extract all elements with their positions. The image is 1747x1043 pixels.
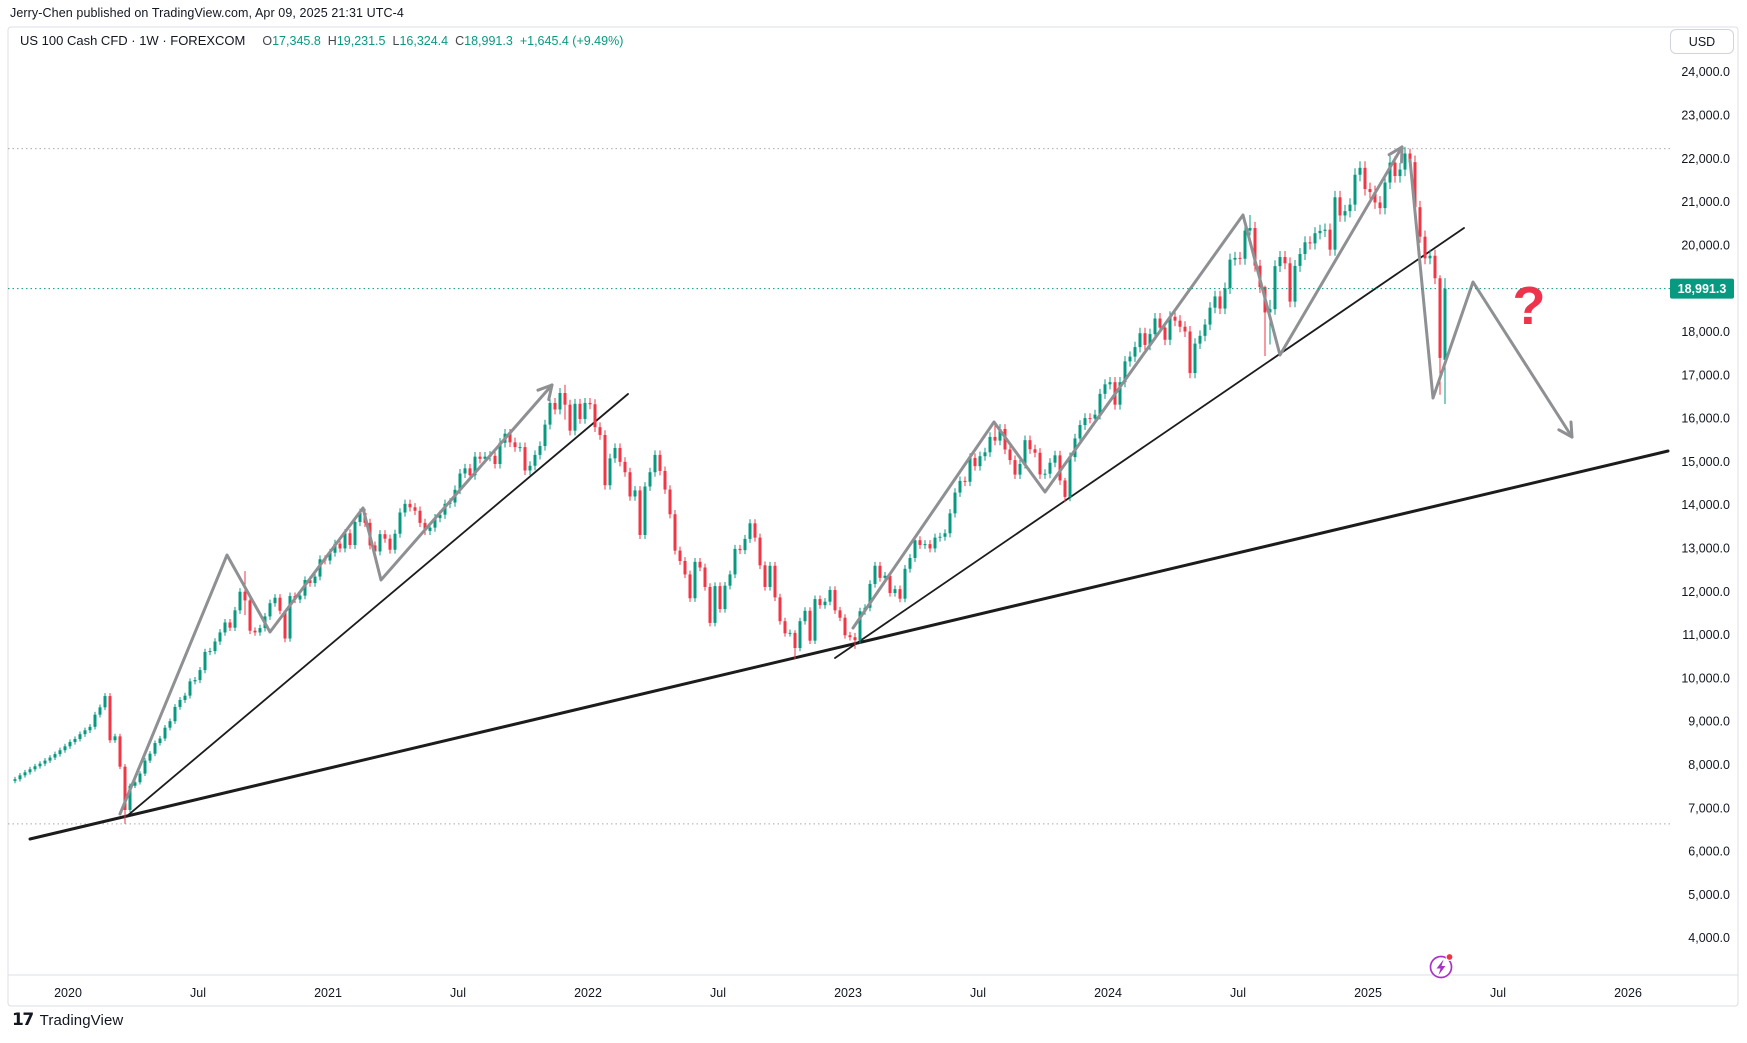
svg-text:16,000.0: 16,000.0: [1681, 412, 1730, 426]
svg-text:2022: 2022: [574, 986, 602, 1000]
question-mark-annotation[interactable]: ?: [1513, 276, 1546, 336]
notification-dot-icon: [1445, 953, 1454, 961]
svg-text:22,000.0: 22,000.0: [1681, 152, 1730, 166]
svg-text:12,000.0: 12,000.0: [1681, 585, 1730, 599]
svg-text:10,000.0: 10,000.0: [1681, 671, 1730, 685]
svg-text:23,000.0: 23,000.0: [1681, 109, 1730, 123]
svg-text:6,000.0: 6,000.0: [1688, 845, 1730, 859]
svg-text:Jul: Jul: [1230, 986, 1246, 1000]
svg-text:24,000.0: 24,000.0: [1681, 65, 1730, 79]
svg-text:18,991.3: 18,991.3: [1678, 282, 1727, 296]
change-value: +1,645.4 (+9.49%): [519, 34, 624, 48]
extreme-level-lines: [8, 148, 1670, 825]
byline: Jerry-Chen published on TradingView.com,…: [10, 6, 404, 20]
tradingview-logo-icon[interactable]: 17: [12, 1010, 34, 1030]
svg-text:2023: 2023: [834, 986, 862, 1000]
price-axis: 24,000.0 23,000.0 22,000.0 21,000.0 20,000.0…: [1681, 65, 1730, 945]
svg-text:20,000.0: 20,000.0: [1681, 238, 1730, 252]
current-price-line: 18,991.3: [8, 278, 1734, 299]
svg-text:15,000.0: 15,000.0: [1681, 455, 1730, 469]
svg-text:5,000.0: 5,000.0: [1688, 888, 1730, 902]
svg-text:Jul: Jul: [450, 986, 466, 1000]
close-label: C: [455, 34, 465, 48]
time-axis: 2020 Jul 2021 Jul 2022 Jul 2023 Jul 2024 Jul 2025 J…: [54, 986, 1642, 1000]
current-price-label: [1670, 278, 1734, 299]
symbol-header[interactable]: US 100 Cash CFD · 1W · FOREXCOM O17,345.8…: [20, 33, 623, 48]
lightning-icon: [1436, 959, 1446, 975]
zigzag-annotations[interactable]: [118, 145, 1574, 816]
svg-text:Jul: Jul: [1490, 986, 1506, 1000]
svg-text:14,000.0: 14,000.0: [1681, 498, 1730, 512]
tradingview-logo[interactable]: 17 TradingView: [12, 1010, 123, 1030]
svg-text:11,000.0: 11,000.0: [1682, 628, 1730, 642]
svg-text:9,000.0: 9,000.0: [1688, 715, 1730, 729]
candles-layer: [13, 146, 1447, 824]
svg-text:2020: 2020: [54, 986, 82, 1000]
svg-text:8,000.0: 8,000.0: [1688, 758, 1730, 772]
low-label: L: [392, 34, 400, 48]
svg-text:2025: 2025: [1354, 986, 1382, 1000]
svg-text:13,000.0: 13,000.0: [1681, 542, 1730, 556]
idea-event-icon[interactable]: [1429, 953, 1454, 979]
svg-text:21,000.0: 21,000.0: [1681, 195, 1730, 209]
svg-text:Jul: Jul: [710, 986, 726, 1000]
svg-text:2021: 2021: [314, 986, 342, 1000]
tradingview-wordmark[interactable]: TradingView: [39, 1011, 124, 1029]
close-value: 18,991.3: [464, 34, 513, 48]
ohlc-values: O17,345.8 H19,231.5 L16,324.4 C18,991.3: [255, 33, 512, 48]
low-value: 16,324.4: [399, 34, 449, 48]
svg-text:18,000.0: 18,000.0: [1681, 325, 1730, 339]
svg-text:Jul: Jul: [190, 986, 206, 1000]
svg-text:Jul: Jul: [970, 986, 986, 1000]
currency-button[interactable]: USD: [1670, 29, 1734, 54]
open-label: O: [262, 34, 273, 48]
svg-text:2026: 2026: [1614, 986, 1642, 1000]
svg-text:7,000.0: 7,000.0: [1688, 801, 1730, 815]
trendlines[interactable]: [28, 227, 1670, 841]
svg-text:4,000.0: 4,000.0: [1688, 931, 1730, 945]
symbol-title[interactable]: US 100 Cash CFD · 1W · FOREXCOM: [20, 33, 246, 48]
high-label: H: [327, 34, 337, 48]
high-value: 19,231.5: [336, 34, 386, 48]
open-value: 17,345.8: [272, 34, 321, 48]
svg-text:2024: 2024: [1094, 986, 1122, 1000]
svg-text:17,000.0: 17,000.0: [1681, 368, 1730, 382]
chart-frame: [7, 26, 1739, 1007]
